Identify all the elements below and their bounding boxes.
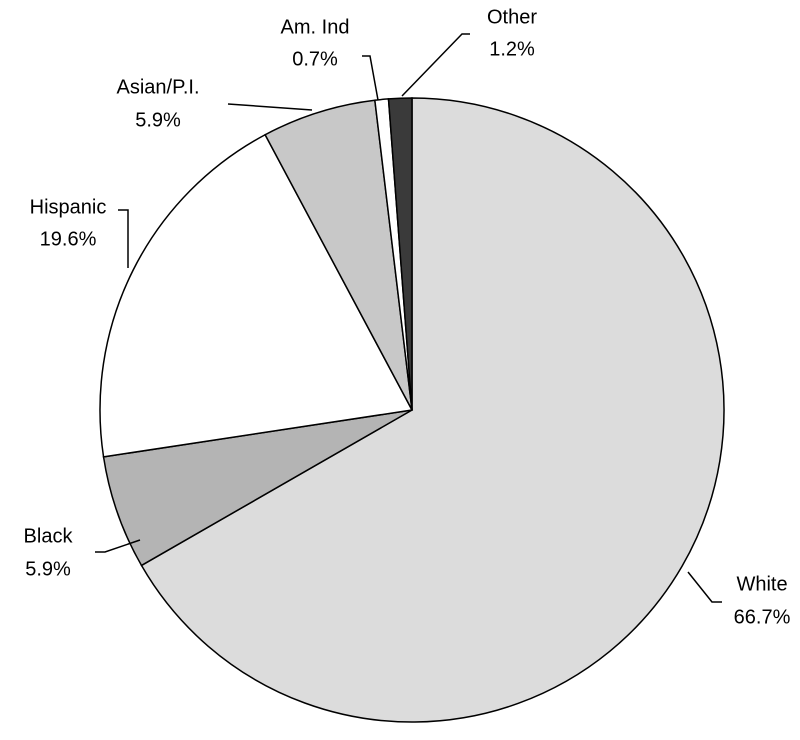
slice-label: Asian/P.I. (116, 76, 199, 98)
slice-label: Hispanic (30, 196, 107, 218)
slice-value-label: 19.6% (40, 228, 97, 250)
leader-line (95, 539, 141, 553)
slice-label: Am. Ind (281, 16, 350, 38)
leader-line (227, 103, 313, 111)
wedge (140, 97, 725, 723)
slice-value-label: 5.9% (25, 558, 71, 580)
slice-label: Other (487, 6, 537, 28)
slice-value-label: 1.2% (489, 38, 535, 60)
slice-label: White (736, 573, 787, 595)
slice-value-label: 0.7% (292, 48, 338, 70)
leader-line (687, 571, 722, 603)
leader-line (401, 33, 470, 97)
leader-line (118, 209, 129, 268)
wedge (99, 133, 414, 458)
wedge (387, 97, 413, 411)
leader-line (362, 55, 379, 101)
slice-value-label: 5.9% (135, 109, 181, 131)
slice-label: Black (24, 525, 74, 547)
slice-value-label: 66.7% (734, 606, 791, 628)
